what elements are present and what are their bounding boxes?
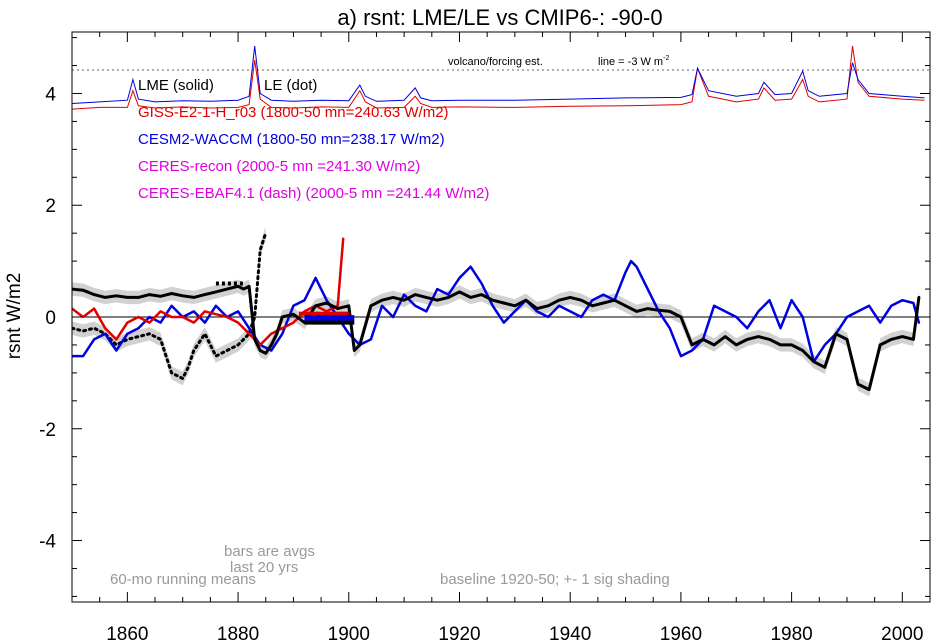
- legend-ceres-ebaf: CERES-EBAF4.1 (dash) (2000-5 mn =241.44 …: [138, 185, 489, 202]
- x-axis: 1860 1880 1900 1920 1940 1960 1980 2000: [71, 32, 931, 641]
- legend-ceres-recon: CERES-recon (2000-5 mn =241.30 W/m2): [138, 158, 420, 175]
- y-axis-label: rsnt W/m2: [4, 273, 25, 360]
- y-axis: 4 2 0 -2 -4: [39, 37, 930, 597]
- legend-giss: GISS-E2-1-H_r03 (1800-50 mn=240.63 W/m2): [138, 104, 449, 121]
- x-tick-label: 1980: [770, 624, 812, 641]
- y-tick-label: -2: [39, 420, 56, 441]
- y-tick-label: 4: [45, 84, 56, 105]
- upper-series-1-line: [72, 45, 925, 104]
- x-tick-label: 1960: [660, 624, 702, 641]
- y-tick-label: 0: [45, 308, 56, 329]
- annotation-line-note-text: line = -3 W m: [598, 56, 663, 68]
- chart-title: a) rsnt: LME/LE vs CMIP6-: -90-0: [337, 5, 662, 30]
- annotation-running-means: 60-mo running means: [110, 571, 256, 588]
- annotation-line-note: line = -3 W m-2: [598, 55, 669, 68]
- series-3-line: [72, 259, 921, 363]
- legend-le: LE (dot): [264, 77, 317, 94]
- annotation-bars-1: bars are avgs: [224, 543, 315, 560]
- legend: LME (solid) LE (dot) GISS-E2-1-H_r03 (18…: [138, 77, 489, 202]
- x-tick-label: 1860: [106, 624, 148, 641]
- bars-layer: [215, 281, 355, 325]
- series-layer: [72, 231, 921, 392]
- annotation-bars-2: last 20 yrs: [230, 559, 298, 576]
- series-0-line: [72, 284, 921, 392]
- legend-lme: LME (solid): [138, 77, 214, 94]
- upper-panel-layer: [72, 45, 925, 110]
- annotation-baseline: baseline 1920-50; +- 1 sig shading: [440, 571, 670, 588]
- annotation-volcano: volcano/forcing est.: [448, 56, 543, 68]
- annotation-line-note-sup: -2: [663, 55, 669, 62]
- x-tick-label: 1880: [217, 624, 259, 641]
- upper-series-0-line: [72, 45, 925, 110]
- y-tick-label: -4: [39, 532, 56, 553]
- series-1-line: [72, 231, 268, 380]
- y-tick-label: 2: [45, 196, 56, 217]
- x-tick-label: 1940: [549, 624, 591, 641]
- x-tick-label: 1920: [438, 624, 480, 641]
- x-tick-label: 1900: [328, 624, 370, 641]
- plot-area: [72, 45, 930, 397]
- legend-cesm: CESM2-WACCM (1800-50 mn=238.17 W/m2): [138, 131, 445, 148]
- x-tick-label: 2000: [881, 624, 923, 641]
